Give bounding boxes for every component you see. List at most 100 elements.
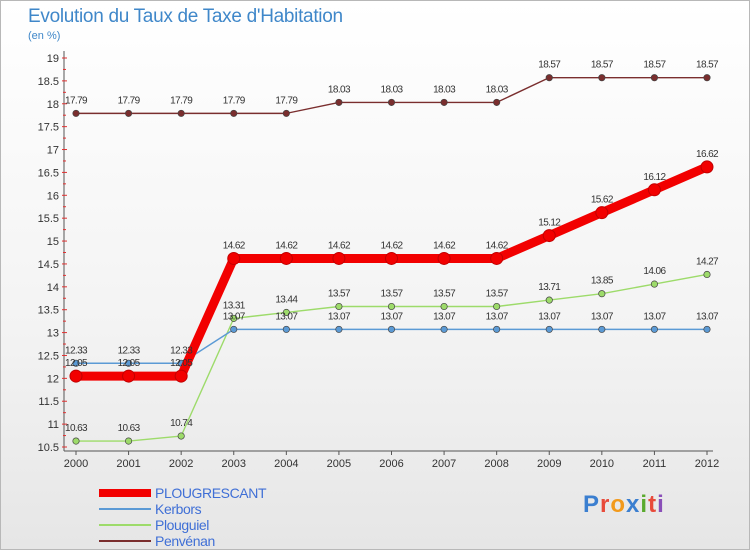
logo-letter: t <box>648 491 658 518</box>
data-point <box>282 308 290 317</box>
data-label: 12.05 <box>65 358 88 369</box>
data-point <box>598 74 606 82</box>
legend-item: Kerbors <box>99 501 399 517</box>
data-point <box>595 206 609 220</box>
data-label: 17.79 <box>275 95 298 106</box>
data-point <box>703 74 711 82</box>
x-tick-label: 2006 <box>379 458 403 470</box>
data-label: 13.71 <box>538 282 561 293</box>
data-point <box>493 302 501 311</box>
data-point <box>700 160 714 174</box>
data-label: 17.79 <box>118 95 141 106</box>
data-label: 17.79 <box>65 95 88 106</box>
data-point <box>647 183 661 197</box>
data-point <box>230 109 238 117</box>
y-tick-label: 14.5 <box>38 259 59 271</box>
data-point <box>335 325 343 333</box>
logo-letter: P <box>583 491 601 518</box>
x-tick-label: 2000 <box>64 458 88 470</box>
data-point <box>650 280 658 288</box>
data-point <box>437 251 451 265</box>
legend-item: Penvénan <box>99 533 399 549</box>
chart-legend: PLOUGRESCANT Kerbors Plouguiel Penvénan <box>99 485 399 549</box>
x-tick-label: 2007 <box>432 458 456 470</box>
x-tick-label: 2012 <box>695 458 719 470</box>
data-label: 14.62 <box>486 240 509 251</box>
data-label: 13.07 <box>223 311 246 322</box>
y-tick-label: 18 <box>47 99 59 111</box>
data-point <box>440 98 448 106</box>
logo-letter: x <box>626 491 641 518</box>
data-point <box>598 290 606 298</box>
data-label: 13.85 <box>591 276 614 287</box>
data-point <box>545 74 553 82</box>
data-point <box>72 359 80 367</box>
data-label: 15.62 <box>591 195 614 206</box>
data-label: 13.07 <box>538 311 561 322</box>
data-point <box>650 74 658 82</box>
y-tick-label: 15.5 <box>38 213 59 225</box>
x-tick-label: 2009 <box>537 458 561 470</box>
data-label: 13.57 <box>433 289 456 300</box>
data-point <box>387 98 396 106</box>
data-point <box>493 98 501 106</box>
data-point <box>545 296 553 304</box>
x-tick-label: 2010 <box>590 458 614 470</box>
data-label: 18.03 <box>380 84 403 95</box>
data-point <box>598 325 606 333</box>
data-point <box>282 325 290 333</box>
y-tick-label: 16.5 <box>38 167 59 179</box>
data-label: 13.07 <box>433 311 456 322</box>
data-point <box>387 302 396 311</box>
chart-title: Evolution du Taux de Taxe d'Habitation <box>28 6 343 27</box>
data-label: 12.05 <box>118 358 141 369</box>
data-label: 12.33 <box>65 345 88 356</box>
legend-swatch <box>99 524 151 526</box>
data-label: 15.12 <box>538 218 561 229</box>
data-label: 12.05 <box>170 358 193 369</box>
data-point <box>125 359 133 367</box>
legend-label: Penvénan <box>155 533 215 549</box>
data-point <box>227 251 241 265</box>
legend-swatch <box>99 508 151 510</box>
data-point <box>650 325 658 333</box>
data-label: 13.07 <box>591 311 614 322</box>
data-point <box>69 369 83 383</box>
data-label: 16.12 <box>643 172 666 183</box>
data-point <box>72 109 80 117</box>
data-point <box>493 325 501 333</box>
data-label: 13.31 <box>223 300 246 311</box>
data-label: 17.79 <box>223 95 246 106</box>
y-tick-label: 17.5 <box>38 122 59 134</box>
data-point <box>332 251 346 265</box>
data-label: 17.79 <box>170 95 193 106</box>
y-tick-label: 15 <box>47 236 59 248</box>
data-label: 14.62 <box>223 240 246 251</box>
data-label: 14.62 <box>380 240 403 251</box>
data-label: 10.63 <box>118 423 141 434</box>
data-point <box>490 251 504 265</box>
data-label: 13.44 <box>275 294 298 305</box>
data-point <box>282 109 290 117</box>
data-label: 18.57 <box>591 60 614 71</box>
logo-letter: i <box>640 491 649 518</box>
data-point <box>387 325 396 333</box>
data-point <box>230 325 238 333</box>
data-label: 13.07 <box>643 311 666 322</box>
y-tick-label: 12.5 <box>38 350 59 362</box>
data-label: 14.62 <box>275 240 298 251</box>
data-point <box>72 437 80 445</box>
data-label: 16.62 <box>696 149 719 160</box>
legend-item: Plouguiel <box>99 517 399 533</box>
logo-letter: o <box>610 491 627 518</box>
y-tick-label: 14 <box>47 282 59 294</box>
data-point <box>440 302 448 311</box>
y-tick-label: 17 <box>47 145 59 157</box>
data-label: 10.63 <box>65 423 88 434</box>
data-label: 14.62 <box>433 240 456 251</box>
legend-swatch <box>99 489 151 497</box>
data-label: 13.07 <box>328 311 351 322</box>
data-point <box>177 432 185 440</box>
data-point <box>440 325 448 333</box>
